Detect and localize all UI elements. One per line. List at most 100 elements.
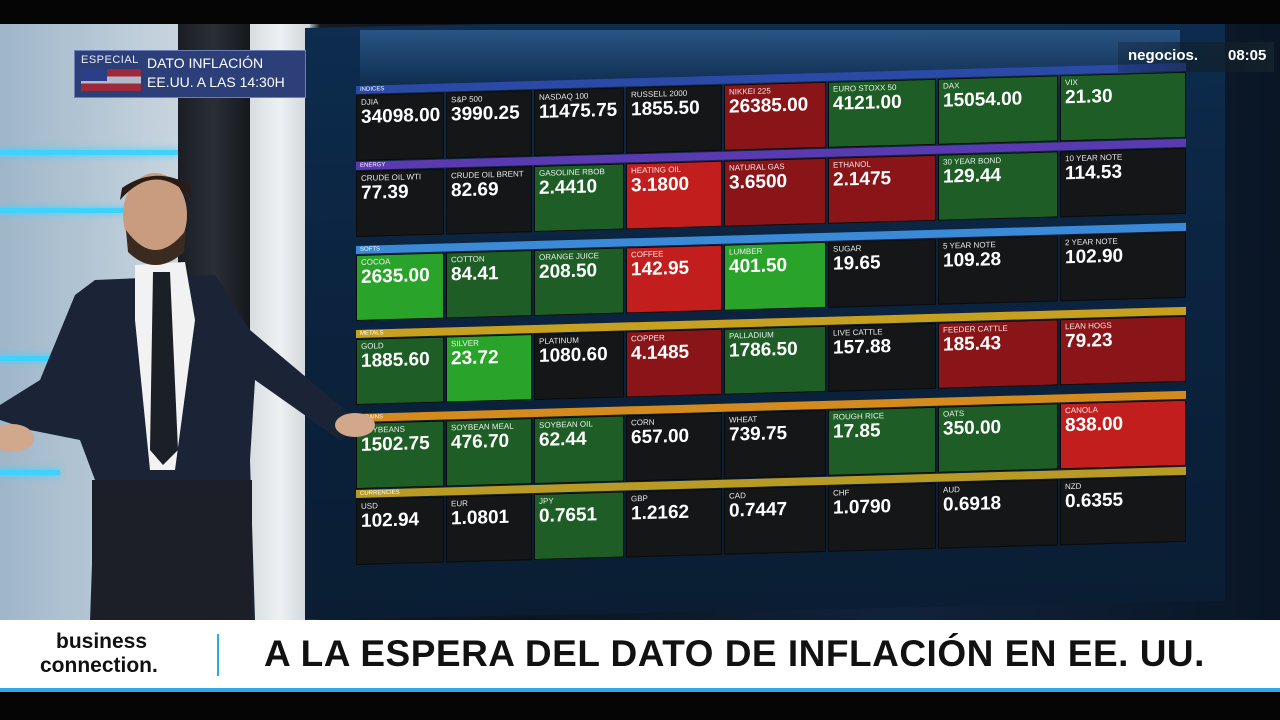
quote-price: 21.30 <box>1065 85 1113 109</box>
quote-tile: JPY 0.7651 <box>534 491 624 561</box>
quote-price: 0.7651 <box>539 504 598 527</box>
quote-tile: EUR 1.0801 <box>446 494 532 563</box>
quote-tile: COPPER 4.1485 <box>626 328 722 398</box>
quote-price: 4121.00 <box>833 91 902 115</box>
letterbox-top <box>0 0 1280 24</box>
quote-price: 34098.00 <box>361 104 441 128</box>
quote-tile: S&P 500 3990.25 <box>446 90 532 159</box>
quote-tile: PALLADIUM 1786.50 <box>724 325 826 395</box>
quote-tile: PLATINUM 1080.60 <box>534 331 624 401</box>
quote-tile: CAD 0.7447 <box>724 485 826 555</box>
channel-clock-bug: negocios. 08:05 <box>1118 42 1274 72</box>
quote-tile: GBP 1.2162 <box>626 488 722 558</box>
lower-third-accent <box>0 688 1280 692</box>
special-title: DATO INFLACIÓN <box>147 55 264 71</box>
quote-price: 1786.50 <box>729 338 798 362</box>
studio-neon-light <box>0 470 60 475</box>
quote-tile: COTTON 84.41 <box>446 250 532 319</box>
quote-price: 84.41 <box>451 263 499 286</box>
quote-price: 1.0801 <box>451 506 510 530</box>
quote-tile: COFFEE 142.95 <box>626 244 722 314</box>
quote-price: 1.0790 <box>833 496 892 519</box>
quote-tile: SOYBEAN OIL 62.44 <box>534 415 624 485</box>
quote-tile: SOYBEAN MEAL 476.70 <box>446 418 532 487</box>
quote-price: 19.65 <box>833 252 881 275</box>
quote-price: 3.1800 <box>631 173 690 197</box>
quote-price: 350.00 <box>943 416 1002 440</box>
special-subtitle: EE.UU. A LAS 14:30H <box>147 74 285 90</box>
quote-price: 114.53 <box>1065 161 1123 185</box>
quote-tile: LIVE CATTLE 157.88 <box>828 322 936 392</box>
us-flag-icon <box>81 69 141 91</box>
quote-tile: GASOLINE RBOB 2.4410 <box>534 163 624 233</box>
quote-tile: EURO STOXX 50 4121.00 <box>828 78 936 148</box>
quote-price: 4.1485 <box>631 341 690 365</box>
quote-price: 82.69 <box>451 179 499 202</box>
quote-price: 1.2162 <box>631 501 690 525</box>
quote-tile: NATURAL GAS 3.6500 <box>724 157 826 227</box>
quote-price: 1080.60 <box>539 343 608 367</box>
quote-price: 15054.00 <box>943 88 1023 112</box>
quote-price: 0.6355 <box>1065 489 1124 513</box>
quote-price: 23.72 <box>451 347 499 370</box>
quote-price: 129.44 <box>943 164 1002 188</box>
quote-tile: NASDAQ 100 11475.75 <box>534 87 624 157</box>
quote-tile: 10 YEAR NOTE 114.53 <box>1060 147 1186 218</box>
letterbox-bottom <box>0 696 1280 720</box>
quote-tile: AUD 0.6918 <box>938 479 1058 549</box>
quote-tile: CANOLA 838.00 <box>1060 399 1186 470</box>
quote-price: 185.43 <box>943 332 1002 356</box>
lower-third-separator <box>217 634 219 676</box>
quote-price: 79.23 <box>1065 329 1113 353</box>
quote-tile: HEATING OIL 3.1800 <box>626 160 722 230</box>
quote-price: 838.00 <box>1065 413 1124 437</box>
quote-price: 142.95 <box>631 257 690 281</box>
quote-tile: 5 YEAR NOTE 109.28 <box>938 235 1058 305</box>
quote-tile: SILVER 23.72 <box>446 334 532 403</box>
quote-price: 0.7447 <box>729 498 788 522</box>
quote-tile: OATS 350.00 <box>938 403 1058 473</box>
quote-price: 62.44 <box>539 428 587 451</box>
quote-price: 26385.00 <box>729 94 809 118</box>
quote-price: 0.6918 <box>943 492 1002 516</box>
quote-tile: ORANGE JUICE 208.50 <box>534 247 624 317</box>
lower-third <box>0 620 1280 690</box>
quote-tile: DJIA 34098.00 <box>356 92 444 161</box>
quote-tile: CORN 657.00 <box>626 412 722 482</box>
quote-price: 208.50 <box>539 260 598 283</box>
program-logo-line2: connection. <box>40 654 158 677</box>
quote-tile: LUMBER 401.50 <box>724 241 826 311</box>
quote-tile: DAX 15054.00 <box>938 75 1058 145</box>
studio-neon-light <box>0 150 180 155</box>
quote-price: 657.00 <box>631 425 690 449</box>
quote-tile: 2 YEAR NOTE 102.90 <box>1060 231 1186 302</box>
quote-price: 2.4410 <box>539 176 598 199</box>
quote-price: 2.1475 <box>833 168 892 191</box>
quote-price: 3990.25 <box>451 102 520 126</box>
quote-tile: ETHANOL 2.1475 <box>828 154 936 224</box>
headline: A LA ESPERA DEL DATO DE INFLACIÓN EN EE.… <box>264 633 1205 674</box>
quote-tile: RUSSELL 2000 1855.50 <box>626 84 722 154</box>
quote-tile: NZD 0.6355 <box>1060 475 1186 546</box>
studio-neon-light <box>0 356 60 361</box>
quote-price: 109.28 <box>943 248 1002 272</box>
quote-tile: WHEAT 739.75 <box>724 409 826 479</box>
quote-price: 476.70 <box>451 430 510 454</box>
quote-tile: CHF 1.0790 <box>828 482 936 552</box>
studio-neon-light <box>0 208 150 213</box>
quote-tile: LEAN HOGS 79.23 <box>1060 315 1186 386</box>
quote-tile: VIX 21.30 <box>1060 71 1186 142</box>
channel-logo: negocios. <box>1128 47 1199 64</box>
quote-price: 102.90 <box>1065 245 1124 269</box>
quote-tile: SUGAR 19.65 <box>828 238 936 308</box>
special-report-bug: ESPECIAL DATO INFLACIÓN EE.UU. A LAS 14:… <box>74 50 306 98</box>
quote-price: 17.85 <box>833 420 881 443</box>
clock: 08:05 <box>1228 47 1267 64</box>
quote-tile: 30 YEAR BOND 129.44 <box>938 151 1058 221</box>
quote-tile: NIKKEI 225 26385.00 <box>724 81 826 151</box>
quote-tile: ROUGH RICE 17.85 <box>828 406 936 476</box>
quote-price: 739.75 <box>729 422 788 446</box>
quote-price: 401.50 <box>729 254 788 278</box>
quote-price: 3.6500 <box>729 170 788 194</box>
